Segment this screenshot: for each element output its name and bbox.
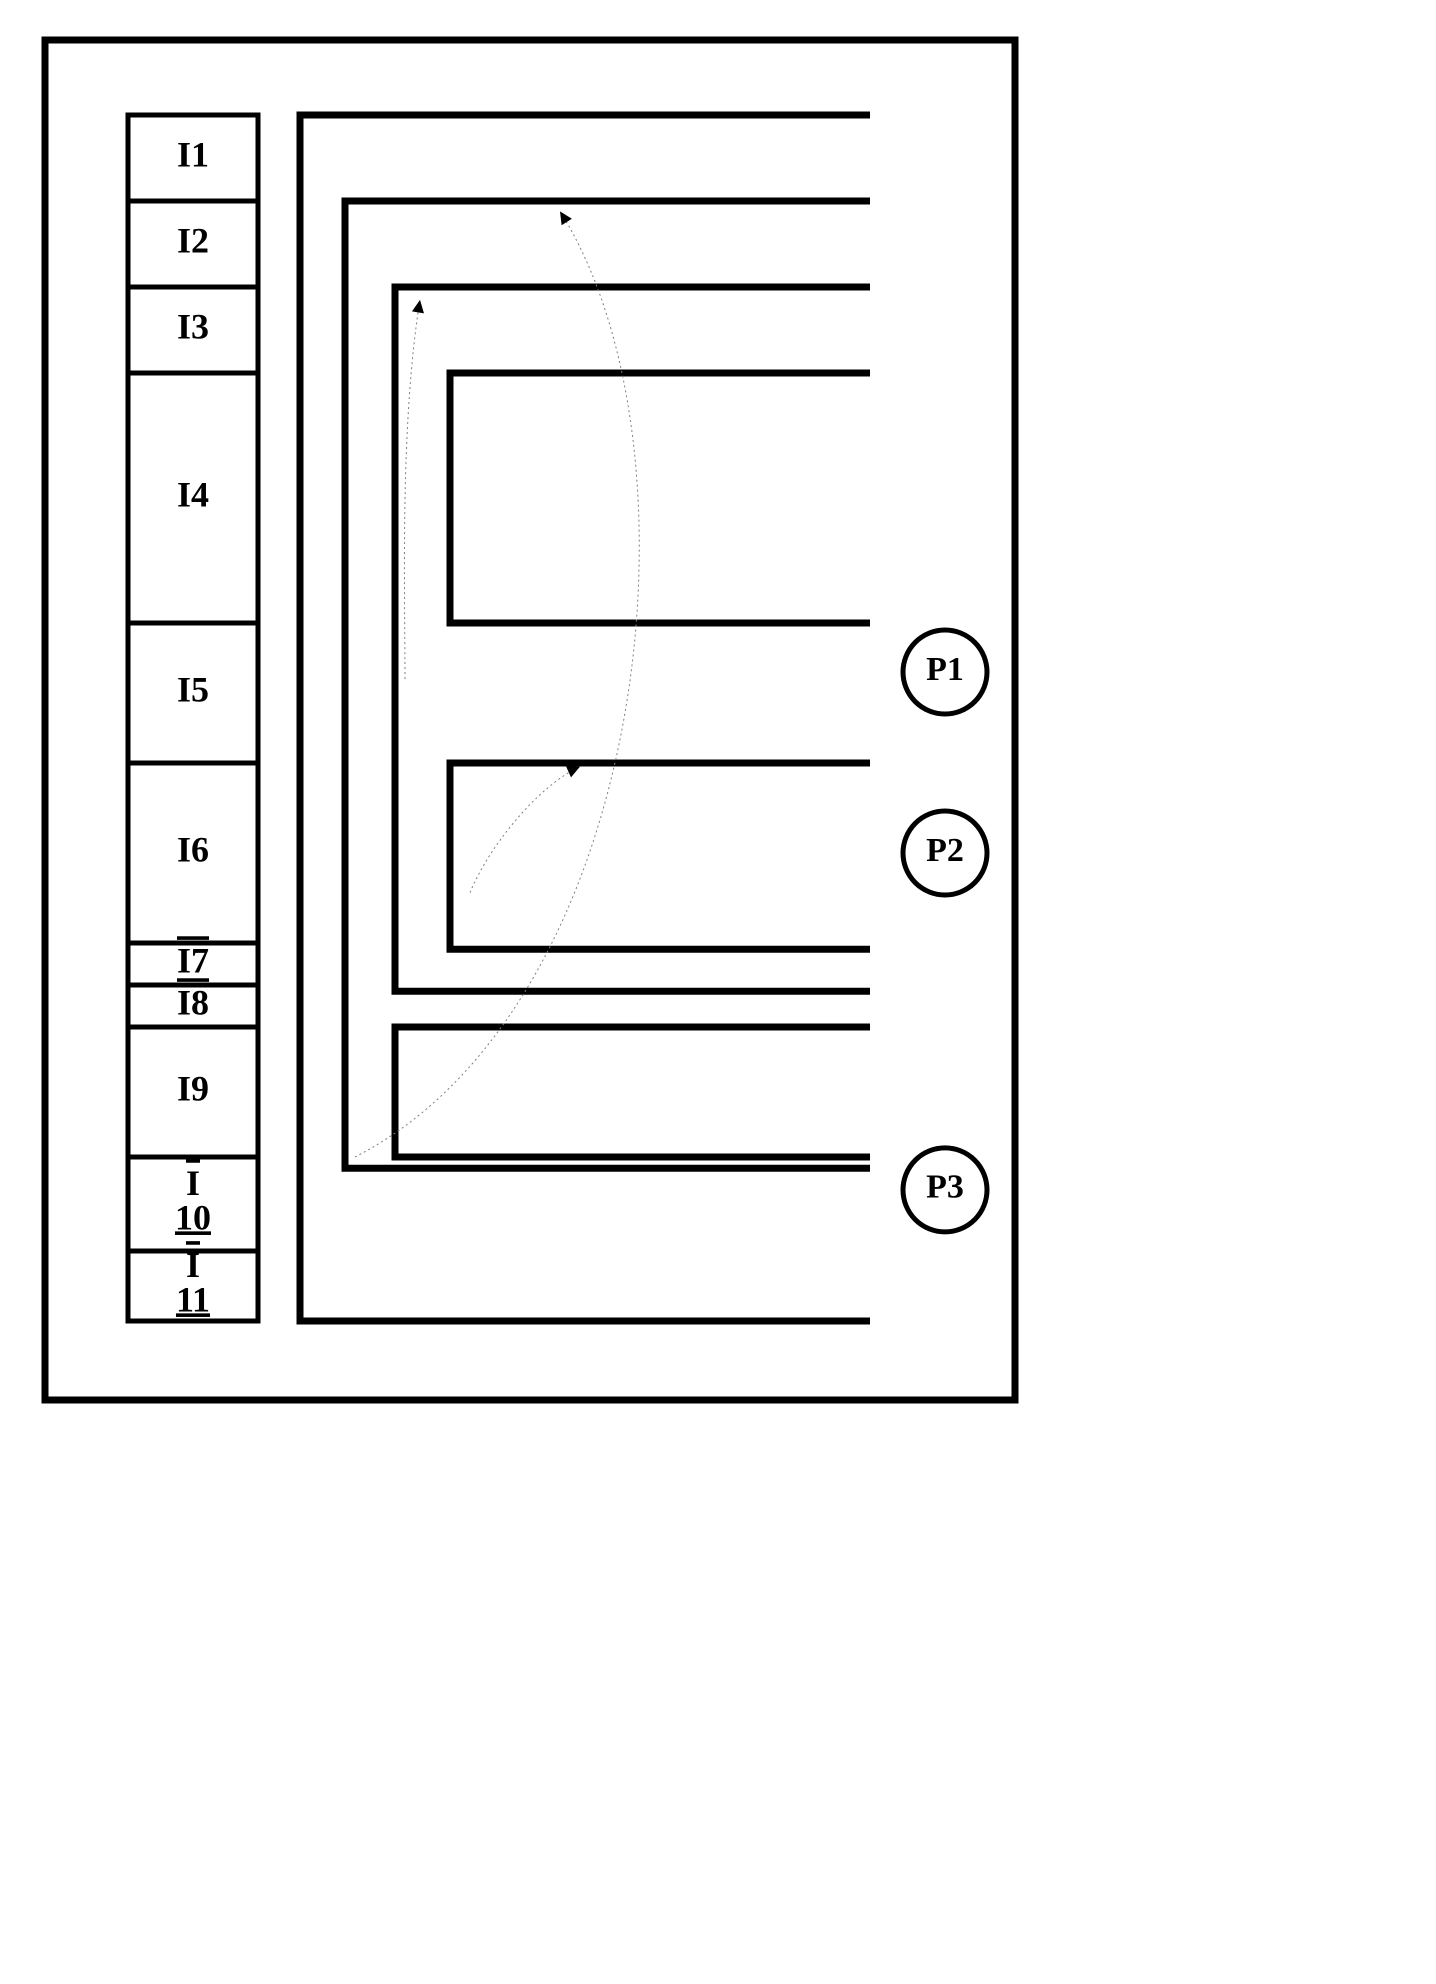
bracket-lvl2 bbox=[345, 201, 870, 1168]
arrowhead bbox=[560, 211, 572, 225]
row-label-i3: I3 bbox=[177, 306, 209, 346]
row-label-i7: I7 bbox=[177, 940, 209, 980]
bracket-lvl1 bbox=[300, 115, 870, 1321]
row-label-i1: I1 bbox=[177, 134, 209, 174]
circle-label-p3: P3 bbox=[926, 1169, 964, 1206]
row-label-i4: I4 bbox=[177, 474, 209, 514]
row-stack-border bbox=[128, 115, 258, 1321]
row-label-i10: 10 bbox=[175, 1197, 211, 1237]
row-label-i5: I5 bbox=[177, 669, 209, 709]
bracket-lvl5 bbox=[395, 1027, 870, 1157]
diagram-svg: I1I2I3I4I5I6I7I8I9I10I11P1P2P3 bbox=[0, 0, 1436, 1984]
arrowhead bbox=[412, 300, 424, 313]
row-label-i6: I6 bbox=[177, 829, 209, 869]
arrow-a3 bbox=[470, 767, 580, 893]
circle-label-p1: P1 bbox=[926, 651, 964, 688]
bracket-lvl4b bbox=[450, 763, 870, 949]
bracket-lvl4a bbox=[450, 373, 870, 623]
bracket-lvl3 bbox=[395, 287, 870, 991]
row-label-i8: I8 bbox=[177, 982, 209, 1022]
row-label-i2: I2 bbox=[177, 220, 209, 260]
arrowhead bbox=[566, 766, 580, 777]
row-label-i11: 11 bbox=[176, 1279, 210, 1319]
circle-label-p2: P2 bbox=[926, 832, 964, 869]
arrow-a2 bbox=[404, 300, 420, 679]
row-label-i9: I9 bbox=[177, 1068, 209, 1108]
